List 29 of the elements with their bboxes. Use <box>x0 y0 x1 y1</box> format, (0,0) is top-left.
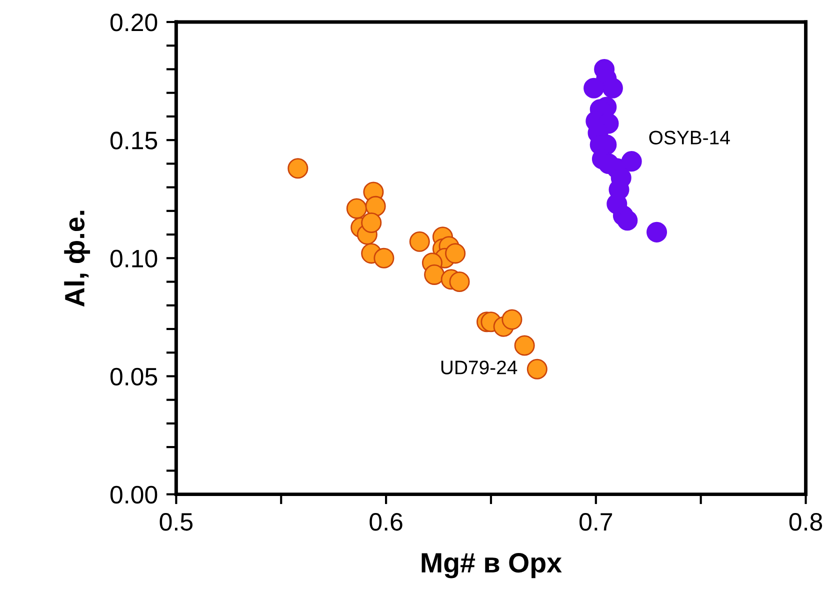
point <box>424 264 445 285</box>
x-tick-label: 0.8 <box>789 513 822 531</box>
point <box>514 335 535 356</box>
series-label: OSYB-14 <box>649 130 730 144</box>
y-tick-label: 0.05 <box>110 368 158 386</box>
point <box>502 309 522 330</box>
point <box>584 78 604 98</box>
y-tick-label: 0.15 <box>110 132 158 150</box>
point <box>445 243 466 264</box>
y-tick-label: 0.10 <box>110 250 158 268</box>
y-axis-title: Al, ф.е. <box>64 210 90 307</box>
x-tick-label: 0.7 <box>580 513 612 531</box>
x-tick-label: 0.6 <box>370 513 402 531</box>
point <box>346 198 367 219</box>
point <box>361 212 382 233</box>
point <box>602 78 623 98</box>
x-tick-label: 0.5 <box>160 513 193 531</box>
point <box>449 271 470 292</box>
point <box>365 196 386 216</box>
point <box>617 210 638 231</box>
x-axis-title: Mg# в Opx <box>422 552 562 578</box>
series-label: UD79-24 <box>441 360 518 374</box>
point <box>646 222 668 242</box>
point <box>374 248 394 268</box>
y-tick-label: 0.20 <box>110 14 158 32</box>
point <box>526 358 548 380</box>
point <box>288 158 308 179</box>
text: 0.00 <box>110 486 158 504</box>
point <box>409 231 430 252</box>
